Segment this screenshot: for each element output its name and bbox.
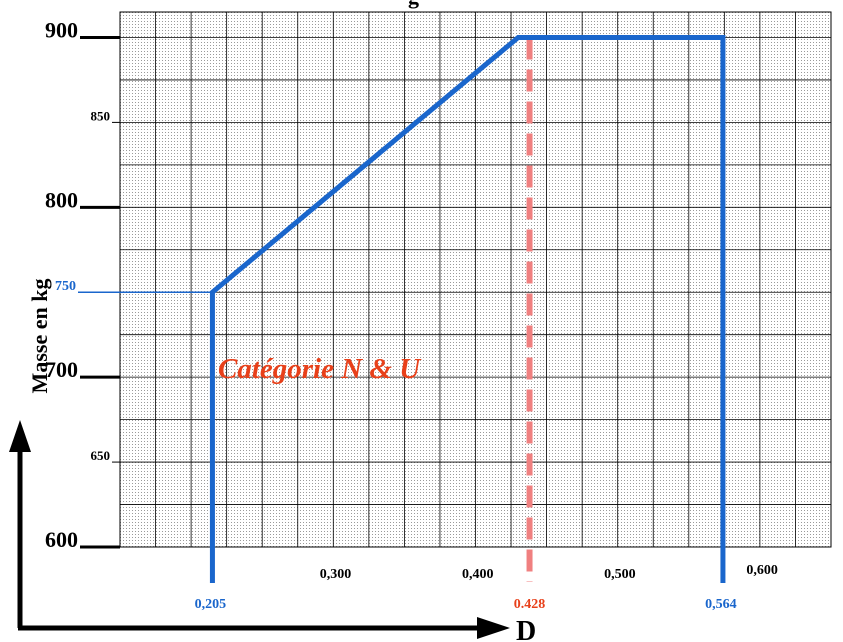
- y-arrow-head: [9, 420, 31, 452]
- x-tick-label-0300: 0,300: [320, 567, 352, 582]
- marked-label-0205: 0,205: [195, 597, 227, 612]
- y-tick-label-700: 700: [45, 357, 78, 382]
- y-tick-label-650: 650: [91, 448, 111, 463]
- x-tick-label-0400: 0,400: [462, 567, 494, 582]
- category-label: Catégorie N & U: [218, 353, 422, 385]
- axis-arrows: [9, 420, 510, 639]
- y-tick-label-800: 800: [45, 187, 78, 212]
- x-axis-title: D: [516, 616, 536, 642]
- y-tick-label-850: 850: [91, 108, 111, 123]
- marked-label-0428: 0.428: [514, 597, 546, 612]
- y-tick-label-750: 750: [55, 279, 76, 294]
- x-arrow-head: [477, 617, 510, 639]
- chart-title: g: [408, 0, 419, 9]
- x-tick-label-0500: 0,500: [604, 567, 636, 582]
- marked-label-0564: 0,564: [705, 597, 737, 612]
- y-axis-title: Masse en kg: [27, 279, 52, 394]
- x-tick-label-0600: 0,600: [746, 563, 778, 578]
- y-tick-label-900: 900: [45, 17, 78, 42]
- envelope-series-line: [209, 34, 726, 583]
- y-tick-label-600: 600: [45, 527, 78, 552]
